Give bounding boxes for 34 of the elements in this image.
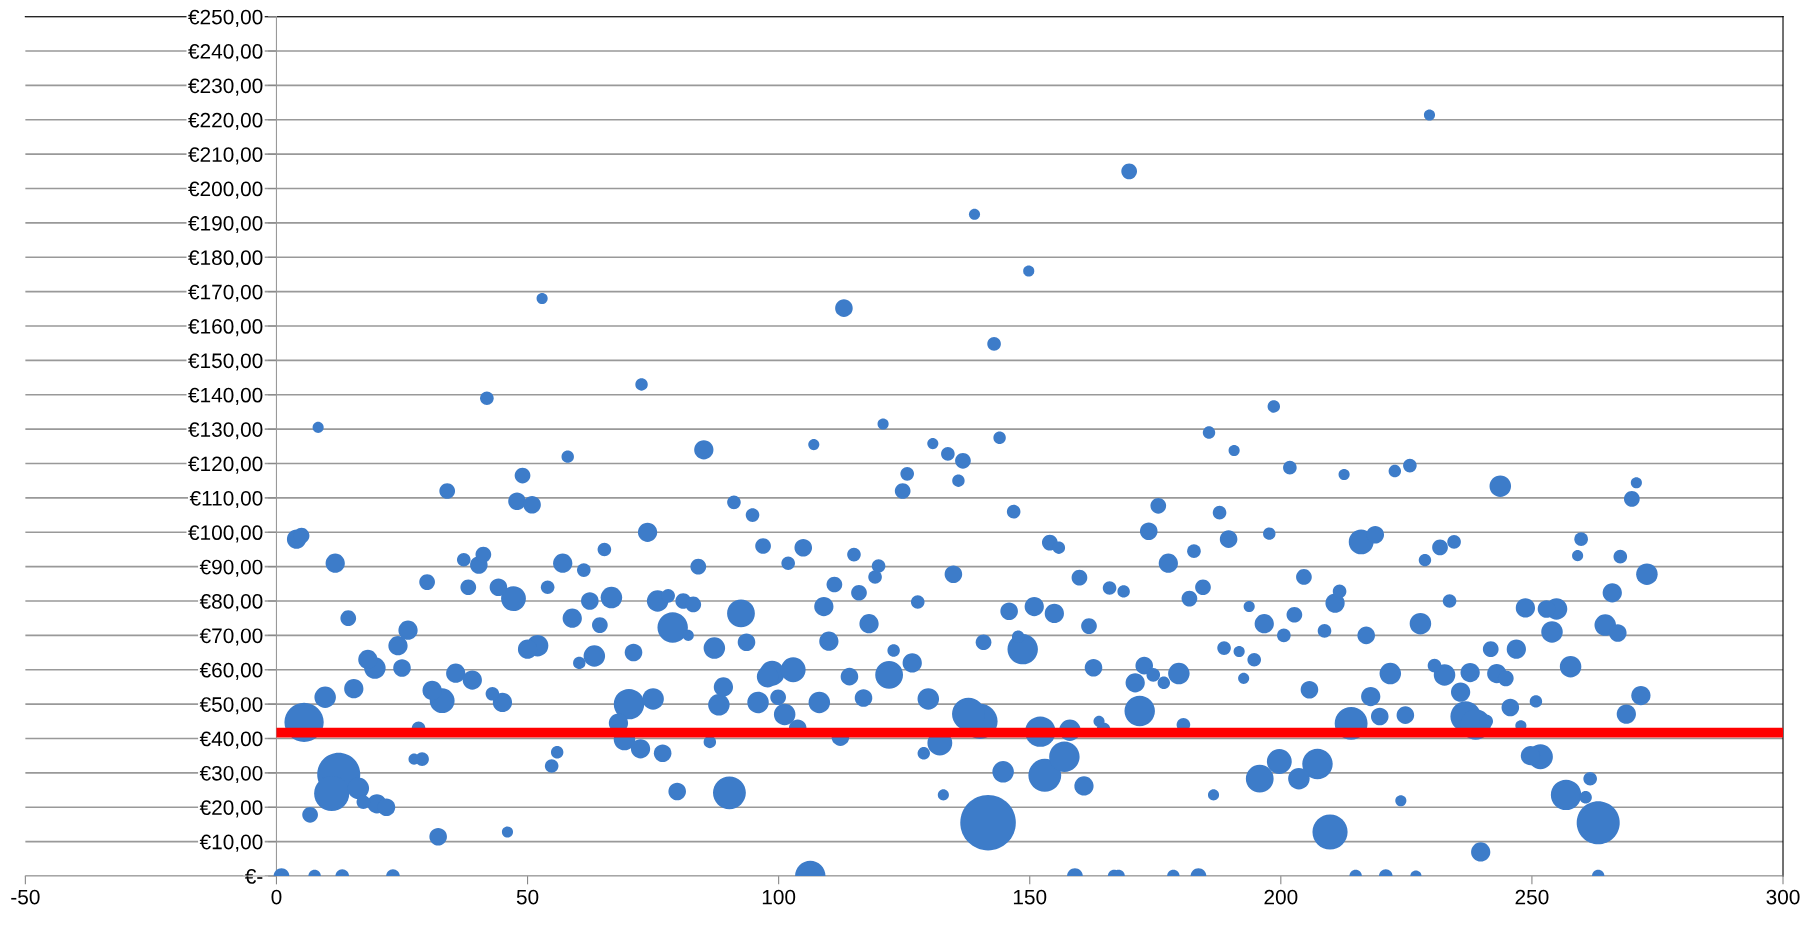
y-tick-label: €70,00 xyxy=(199,628,263,646)
x-tick-label: 150 xyxy=(1013,889,1047,905)
y-tick-label: €230,00 xyxy=(188,78,263,96)
x-tick-label: 0 xyxy=(271,889,282,905)
y-tick-label: €170,00 xyxy=(188,284,263,302)
y-tick-label: €140,00 xyxy=(188,387,263,405)
x-tick-label: 100 xyxy=(762,889,796,905)
y-tick-label: €160,00 xyxy=(188,319,263,337)
y-tick-label: €110,00 xyxy=(189,490,263,509)
y-tick-label: €40,00 xyxy=(199,731,263,749)
y-tick-label: €190,00 xyxy=(188,215,263,234)
x-tick-label: 300 xyxy=(1766,889,1800,905)
y-tick-label: €200,00 xyxy=(188,181,263,199)
y-tick-label: €210,00 xyxy=(188,147,263,165)
y-tick-label: €150,00 xyxy=(188,353,263,371)
y-tick-label: €20,00 xyxy=(199,800,263,818)
y-tick-label: €10,00 xyxy=(199,834,263,852)
x-tick-label: 200 xyxy=(1264,889,1298,905)
y-tick-label: €90,00 xyxy=(199,559,263,577)
y-tick-label: €180,00 xyxy=(188,250,263,268)
x-tick-label: -50 xyxy=(11,889,40,905)
x-tick-label: 50 xyxy=(516,889,539,905)
y-tick-label: €50,00 xyxy=(199,697,263,715)
y-tick-label: €220,00 xyxy=(188,112,263,130)
y-tick-label: €60,00 xyxy=(199,662,263,680)
y-tick-label: €240,00 xyxy=(188,44,263,62)
y-tick-label: €- xyxy=(244,869,263,884)
y-tick-label: €80,00 xyxy=(199,594,263,612)
y-tick-label: €130,00 xyxy=(188,422,263,440)
y-tick-label: €30,00 xyxy=(199,765,263,784)
y-tick-label: €250,00 xyxy=(188,9,263,27)
y-tick-label: €120,00 xyxy=(188,456,263,474)
x-tick-label: 250 xyxy=(1515,889,1549,905)
y-tick-label: €100,00 xyxy=(188,525,263,543)
